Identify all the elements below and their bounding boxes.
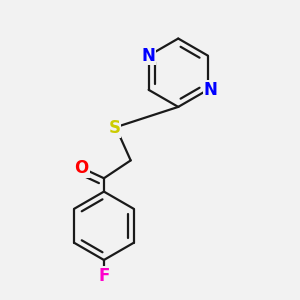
Text: S: S [108,119,120,137]
Text: F: F [98,267,110,285]
Text: N: N [142,46,156,64]
Text: O: O [74,159,89,177]
Text: N: N [204,81,218,99]
